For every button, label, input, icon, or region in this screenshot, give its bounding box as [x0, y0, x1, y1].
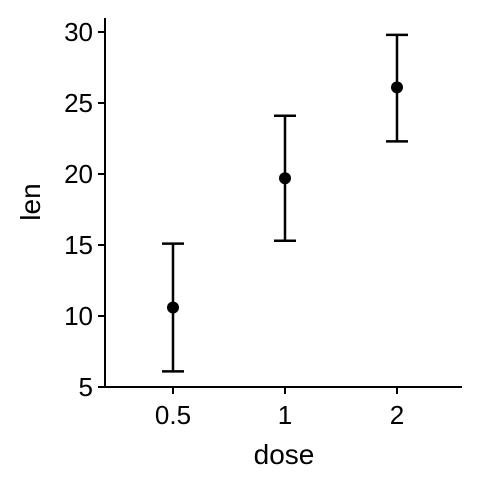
y-tick-label: 5 [79, 372, 93, 402]
data-point [391, 81, 403, 94]
y-tick-label: 30 [64, 17, 93, 47]
data-point [167, 301, 179, 314]
x-axis: 0.5 1 2 [105, 386, 462, 430]
plot-marks [162, 33, 408, 373]
y-tick-label: 15 [64, 230, 93, 260]
y-tick-label: 10 [64, 301, 93, 331]
x-tick-label: 1 [278, 400, 292, 430]
y-axis: 5 10 15 20 25 30 [64, 17, 106, 402]
x-tick-label: 2 [390, 400, 404, 430]
y-tick-label: 25 [64, 88, 93, 118]
y-axis-title: len [15, 183, 46, 220]
x-axis-title: dose [254, 439, 315, 470]
y-tick-label: 20 [64, 159, 93, 189]
x-tick-label: 0.5 [155, 400, 191, 430]
data-point [279, 172, 291, 185]
